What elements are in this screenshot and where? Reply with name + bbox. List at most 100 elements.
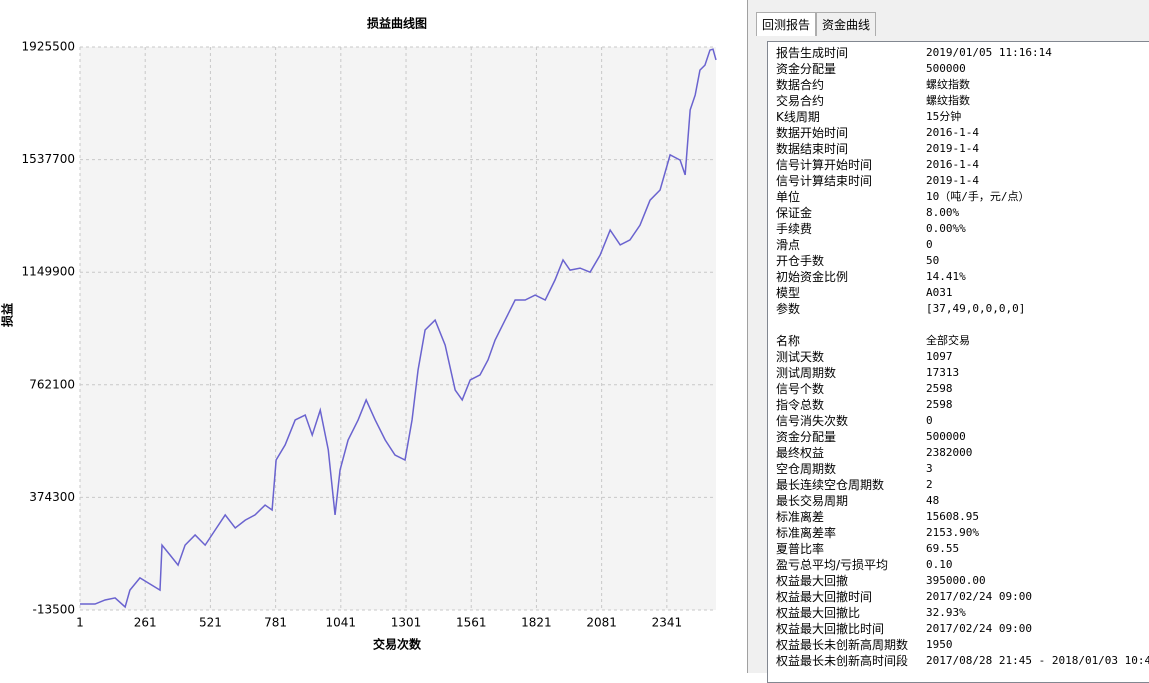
- report-row: 最终权益 2382000: [776, 445, 972, 461]
- report-row: 参数 [37,49,0,0,0,0]: [776, 301, 1025, 317]
- report-row: 信号个数 2598: [776, 381, 953, 397]
- row-value: [37,49,0,0,0,0]: [926, 302, 1026, 315]
- x-tick-label: 1561: [456, 616, 487, 630]
- row-label: 数据开始时间: [776, 126, 849, 140]
- tab[interactable]: 资金曲线: [816, 12, 877, 36]
- row-value: 395000.00: [926, 574, 986, 587]
- row-value: 500000: [926, 62, 966, 75]
- row-label: 资金分配量: [776, 430, 837, 444]
- y-tick-label: 1925500: [22, 40, 75, 54]
- report-row: 名称 全部交易: [776, 333, 970, 349]
- row-label: 信号计算开始时间: [776, 158, 873, 172]
- y-tick-label: 1149900: [22, 265, 75, 279]
- row-value: 2598: [926, 382, 953, 395]
- y-axis-label: 损益: [0, 303, 15, 327]
- row-value: 10（吨/手，元/点）: [926, 190, 1030, 203]
- report-row: 测试天数 1097: [776, 349, 953, 365]
- y-tick-label: 762100: [29, 377, 75, 391]
- plot-area: [80, 47, 716, 610]
- row-value: 1950: [926, 638, 953, 651]
- row-value: 2019-1-4: [926, 142, 979, 155]
- report-row: 标准离差率 2153.90%: [776, 525, 979, 541]
- report-row: 标准离差 15608.95: [776, 509, 979, 525]
- report-row: 权益最大回撤时间 2017/02/24 09:00: [776, 589, 1032, 605]
- row-value: 2017/08/28 21:45 - 2018/01/03 10:45: [926, 654, 1149, 667]
- report-row: 手续费 0.00%%: [776, 221, 966, 237]
- row-value: 50: [926, 254, 940, 267]
- report-row: 权益最大回撤 395000.00: [776, 573, 986, 589]
- y-tick-label: -13500: [32, 603, 75, 617]
- report-row: 指令总数 2598: [776, 397, 953, 413]
- report-row: 单位 10（吨/手，元/点）: [776, 189, 1030, 205]
- row-label: 单位: [776, 190, 801, 204]
- row-label: 参数: [776, 302, 801, 316]
- row-value: 2017/02/24 09:00: [926, 622, 1032, 635]
- report-row: 夏普比率 69.55: [776, 541, 959, 557]
- row-value: 2598: [926, 398, 953, 411]
- row-label: 权益最大回撤时间: [776, 590, 873, 604]
- row-label: 最终权益: [776, 446, 825, 460]
- row-label: 空仓周期数: [776, 462, 837, 476]
- x-tick-label: 781: [264, 616, 287, 630]
- row-value: 69.55: [926, 542, 960, 555]
- row-label: 保证金: [776, 206, 813, 220]
- row-label: 信号计算结束时间: [776, 174, 873, 188]
- row-value: 15608.95: [926, 510, 979, 523]
- x-tick-label: 1: [76, 616, 84, 630]
- equity-line: [80, 48, 717, 609]
- row-value: 2016-1-4: [926, 158, 979, 171]
- row-value: 17313: [926, 366, 960, 379]
- row-value: 0.00%%: [926, 222, 966, 235]
- row-label: 测试周期数: [776, 366, 837, 380]
- row-value: 3: [926, 462, 933, 475]
- tab[interactable]: 回测报告: [756, 12, 817, 36]
- report-row: 最长交易周期 48: [776, 493, 939, 509]
- report-row: 权益最长未创新高周期数 1950: [776, 637, 953, 653]
- report-row: 测试周期数 17313: [776, 365, 959, 381]
- report-row: 交易合约 螺纹指数: [776, 93, 970, 109]
- row-label: 最长连续空仓周期数: [776, 478, 885, 492]
- row-value: 32.93%: [926, 606, 966, 619]
- row-label: 信号个数: [776, 382, 825, 396]
- report-row: 开仓手数 50: [776, 253, 939, 269]
- row-value: 15分钟: [926, 110, 962, 123]
- x-tick-label: 521: [199, 616, 222, 630]
- x-tick-label: 2341: [652, 616, 683, 630]
- row-label: 权益最大回撤比时间: [776, 622, 885, 636]
- row-label: 数据结束时间: [776, 142, 849, 156]
- tab-bar: 回测报告 资金曲线: [756, 12, 877, 36]
- row-value: 0: [926, 238, 933, 251]
- report-row: 信号计算结束时间 2019-1-4: [776, 173, 979, 189]
- row-value: 螺纹指数: [926, 94, 970, 107]
- row-label: K线周期: [776, 110, 820, 124]
- row-label: 指令总数: [776, 398, 825, 412]
- row-value: 8.00%: [926, 206, 960, 219]
- row-label: 交易合约: [776, 94, 825, 108]
- row-value: 2017/02/24 09:00: [926, 590, 1032, 603]
- row-label: 夏普比率: [776, 542, 825, 556]
- row-label: 测试天数: [776, 350, 825, 364]
- report-row: 空仓周期数 3: [776, 461, 933, 477]
- x-tick-label: 1301: [391, 616, 422, 630]
- report-row: 权益最大回撤比 32.93%: [776, 605, 966, 621]
- row-label: 模型: [776, 286, 801, 300]
- report-row: K线周期 15分钟: [776, 109, 961, 125]
- report-row: 保证金 8.00%: [776, 205, 959, 221]
- row-label: 信号消失次数: [776, 414, 849, 428]
- row-label: 初始资金比例: [776, 270, 849, 284]
- row-label: 盈亏总平均/亏损平均: [776, 558, 889, 572]
- chart: 损益曲线图 交易次数 损益 -13500 374300 762100 1149900 1…: [0, 16, 717, 652]
- y-tick-label: 374300: [29, 490, 75, 504]
- row-label: 权益最长未创新高时间段: [776, 654, 909, 668]
- x-tick-label: 1041: [326, 616, 357, 630]
- x-tick-label: 1821: [521, 616, 552, 630]
- row-label: 标准离差率: [776, 526, 837, 540]
- row-value: 48: [926, 494, 940, 507]
- row-value: 0.10: [926, 558, 953, 571]
- report-row: 数据结束时间 2019-1-4: [776, 141, 979, 157]
- row-label: 标准离差: [776, 510, 825, 524]
- report-row: 数据合约 螺纹指数: [776, 77, 970, 93]
- report-row: 模型 A031: [776, 285, 953, 301]
- report-row: 盈亏总平均/亏损平均 0.10: [776, 557, 953, 573]
